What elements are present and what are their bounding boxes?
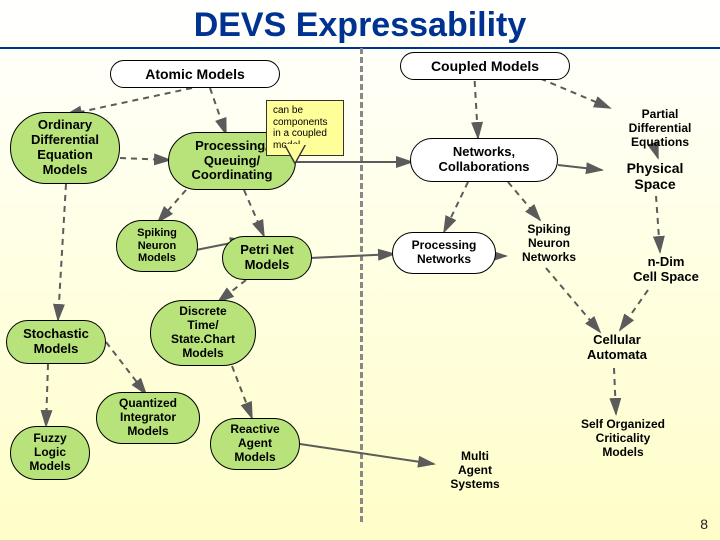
- node-qim: QuantizedIntegratorModels: [96, 392, 200, 444]
- node-snm: SpikingNeuronModels: [116, 220, 198, 272]
- node-ndim: n-DimCell Space: [616, 250, 716, 290]
- node-socm: Self OrganizedCriticalityModels: [548, 414, 698, 464]
- vertical-divider: [360, 48, 363, 522]
- node-snn: SpikingNeuronNetworks: [504, 218, 594, 270]
- node-petri: Petri NetModels: [222, 236, 312, 280]
- node-mas: MultiAgentSystems: [432, 446, 518, 496]
- node-dtsc: DiscreteTime/State.ChartModels: [150, 300, 256, 366]
- page-title: DEVS Expressability: [0, 6, 720, 49]
- node-stoch: StochasticModels: [6, 320, 106, 364]
- node-ram: ReactiveAgentModels: [210, 418, 300, 470]
- node-netcol: Networks,Collaborations: [410, 138, 558, 182]
- callout-tail: [285, 144, 305, 162]
- node-procnet: ProcessingNetworks: [392, 232, 496, 274]
- node-pde: PartialDifferentialEquations: [608, 104, 712, 154]
- node-phys: PhysicalSpace: [600, 156, 710, 196]
- section-atomic: Atomic Models: [110, 60, 280, 88]
- page-number: 8: [700, 516, 708, 532]
- node-ode: OrdinaryDifferentialEquationModels: [10, 112, 120, 184]
- node-fuzzy: FuzzyLogicModels: [10, 426, 90, 480]
- node-cell: CellularAutomata: [562, 328, 672, 368]
- section-coupled: Coupled Models: [400, 52, 570, 80]
